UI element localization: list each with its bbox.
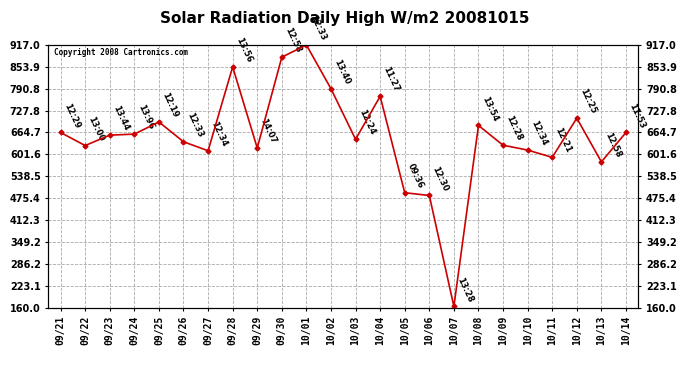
Text: Copyright 2008 Cartronics.com: Copyright 2008 Cartronics.com [55, 48, 188, 57]
Text: 12:30: 12:30 [431, 165, 450, 193]
Text: 13:28: 13:28 [455, 276, 475, 304]
Text: 12:19: 12:19 [160, 91, 180, 119]
Text: 12:58: 12:58 [283, 26, 303, 54]
Text: 11:53: 11:53 [627, 102, 647, 130]
Text: 12:34: 12:34 [210, 120, 229, 148]
Text: 12:33: 12:33 [308, 14, 327, 42]
Text: 12:28: 12:28 [504, 114, 524, 142]
Text: 12:33: 12:33 [185, 111, 204, 139]
Text: 12:21: 12:21 [553, 126, 573, 154]
Text: 11:27: 11:27 [382, 66, 401, 93]
Text: 14:07: 14:07 [259, 117, 278, 145]
Text: 13:00: 13:00 [86, 115, 106, 143]
Text: 13:44: 13:44 [111, 104, 130, 132]
Text: 12:29: 12:29 [62, 102, 81, 130]
Text: 12:25: 12:25 [578, 87, 598, 116]
Text: 09:36: 09:36 [406, 162, 426, 190]
Text: 13:54: 13:54 [480, 94, 500, 123]
Text: 13:96: 13:96 [136, 104, 155, 131]
Text: Solar Radiation Daily High W/m2 20081015: Solar Radiation Daily High W/m2 20081015 [160, 11, 530, 26]
Text: 12:34: 12:34 [529, 119, 549, 147]
Text: 12:24: 12:24 [357, 108, 377, 136]
Text: 12:58: 12:58 [603, 131, 622, 159]
Text: 13:40: 13:40 [333, 58, 352, 86]
Text: 13:56: 13:56 [234, 36, 253, 64]
